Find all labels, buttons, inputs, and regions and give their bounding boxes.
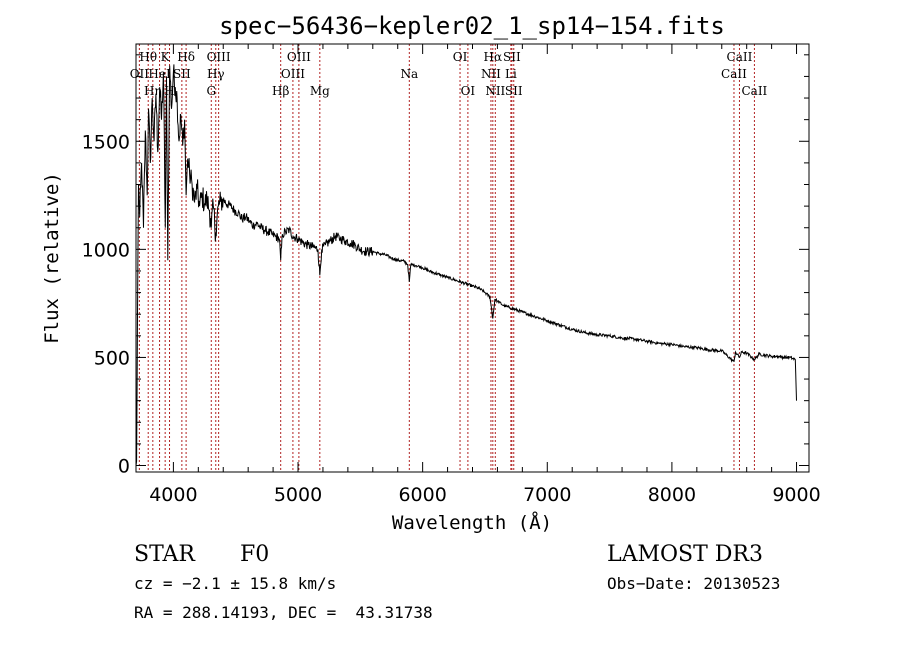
- line-label: SII: [505, 84, 523, 98]
- x-tick-label: 7000: [523, 484, 571, 506]
- spectral-subclass: F0: [240, 542, 269, 567]
- line-label: SII: [503, 50, 521, 64]
- line-label: OI: [453, 50, 468, 64]
- y-axis-ticks: 0 500 1000 1500: [82, 54, 809, 478]
- line-label: SII: [173, 67, 191, 81]
- line-labels: OIIHθHηHeIKHSIIHδGHγOIIIHβOIIIOIIIMgNaOI…: [130, 50, 768, 98]
- line-label: Hθ: [139, 50, 157, 64]
- line-label: Li: [505, 67, 517, 81]
- object-class: STAR: [134, 542, 196, 567]
- x-tick-label: 5000: [274, 484, 322, 506]
- x-tick-label: 8000: [648, 484, 696, 506]
- line-label: OII: [130, 67, 150, 81]
- line-label: CaII: [721, 67, 747, 81]
- coordinates: RA = 288.14193, DEC = 43.31738: [134, 603, 433, 622]
- line-label: CaII: [741, 84, 767, 98]
- spectrum-line: [135, 64, 797, 466]
- line-label: OIII: [287, 50, 311, 64]
- line-label: OIII: [281, 67, 305, 81]
- line-label: NII: [481, 67, 501, 81]
- line-label: G: [206, 84, 216, 98]
- line-label: HeI: [148, 67, 171, 81]
- redshift-value: cz = −2.1 ± 15.8 km/s: [134, 574, 336, 593]
- line-label: Hδ: [177, 50, 195, 64]
- x-axis-ticks: 4000 5000 6000 7000 8000 9000: [149, 44, 821, 506]
- line-label: Hγ: [207, 67, 225, 81]
- line-label: OI: [461, 84, 476, 98]
- line-label: Hη: [144, 84, 162, 98]
- line-label: NII: [485, 84, 505, 98]
- spectrum-series: [135, 64, 797, 466]
- x-axis-label: Wavelength (Å): [392, 511, 552, 534]
- y-tick-label: 500: [94, 347, 130, 369]
- obs-date: Obs−Date: 20130523: [607, 574, 780, 593]
- x-tick-label: 9000: [772, 484, 820, 506]
- line-label: Na: [400, 67, 418, 81]
- y-axis-label: Flux (relative): [41, 172, 63, 344]
- line-label: Hβ: [272, 84, 289, 98]
- line-label: Mg: [310, 84, 330, 98]
- y-tick-label: 0: [118, 456, 130, 478]
- line-label: Hα: [484, 50, 503, 64]
- y-tick-label: 1500: [82, 131, 130, 153]
- x-tick-label: 4000: [149, 484, 197, 506]
- chart-title: spec−56436−kepler02_1_sp14−154.fits: [219, 12, 725, 40]
- line-label: CaII: [727, 50, 753, 64]
- survey-name: LAMOST DR3: [607, 542, 763, 567]
- y-tick-label: 1000: [82, 239, 130, 261]
- line-markers: [138, 44, 755, 472]
- line-label: OIII: [207, 50, 231, 64]
- x-tick-label: 6000: [398, 484, 446, 506]
- line-label: K: [161, 50, 171, 64]
